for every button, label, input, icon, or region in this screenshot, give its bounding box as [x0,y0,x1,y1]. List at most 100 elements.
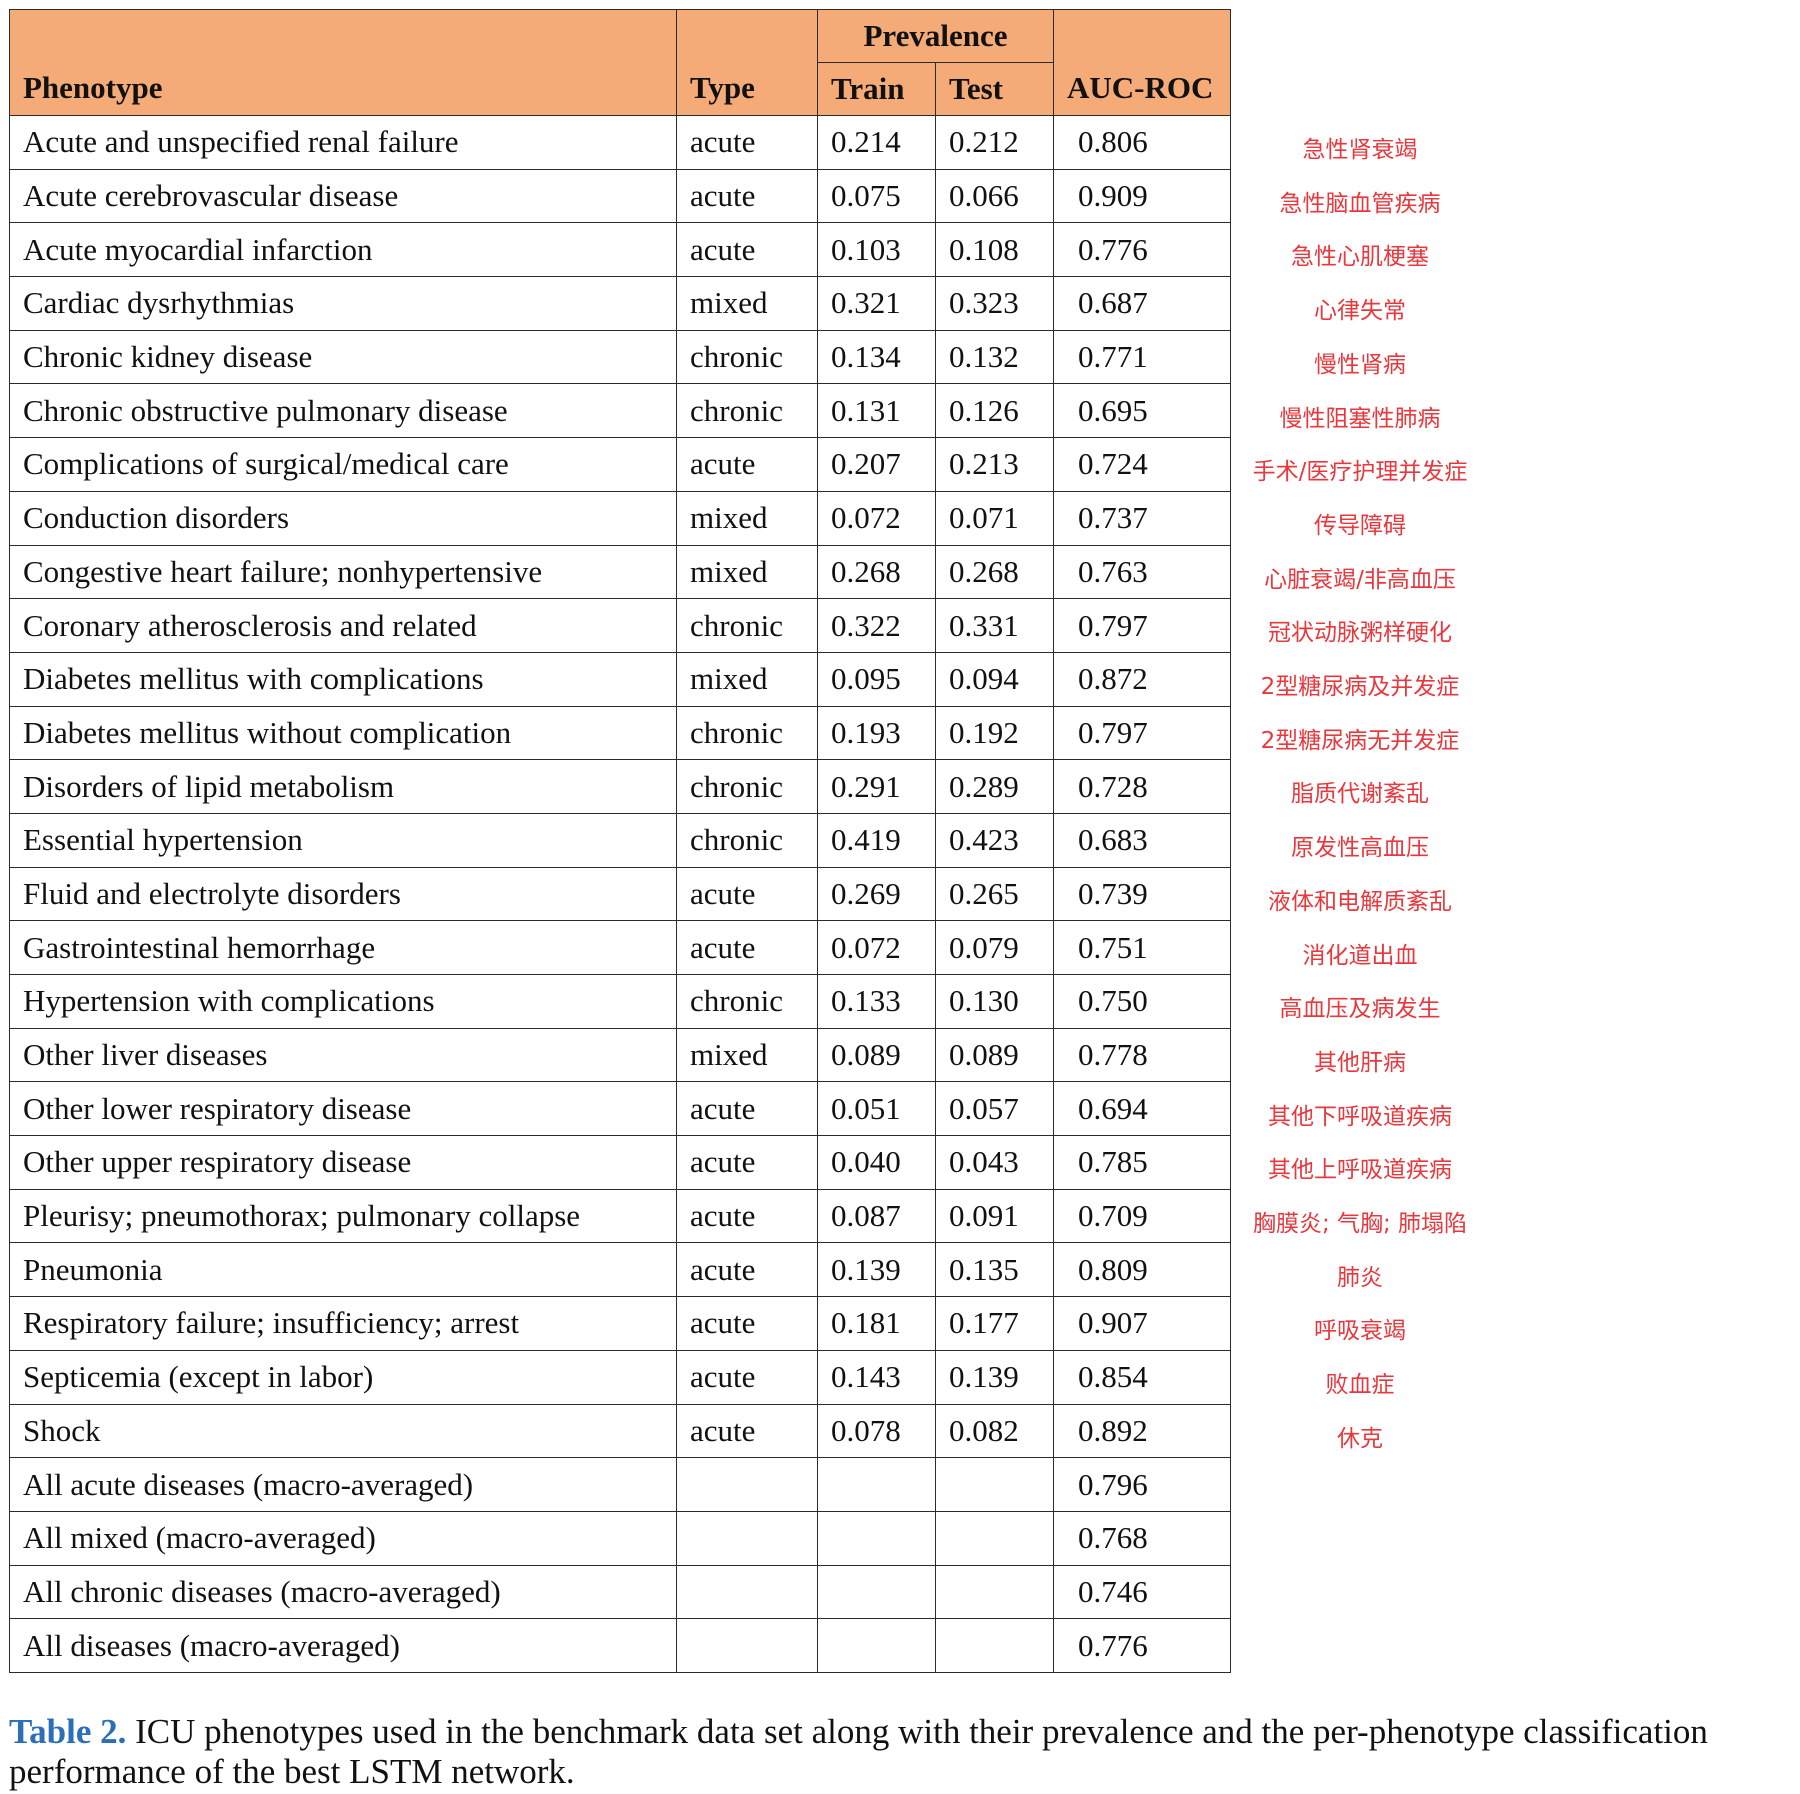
cell-test: 0.071 [935,490,1054,546]
table-row: Complications of surgical/medical care ac… [9,437,1231,492]
table-row: Septicemia (except in labor) acute 0.143 0.… [9,1349,1231,1405]
cell-type: acute [676,222,818,278]
cell-type: acute [676,1403,818,1459]
chinese-annotation: 肺炎 [1337,1264,1383,1291]
cell-test: 0.126 [935,383,1054,439]
cell-auc: 0.854 [1053,1349,1231,1405]
cell-test: 0.323 [935,276,1054,331]
cell-auc: 0.750 [1053,974,1231,1029]
chinese-annotation: 急性心肌梗塞 [1291,244,1429,271]
cell-test: 0.082 [935,1403,1054,1459]
table-row: Hypertension with complications chronic 0.… [9,974,1231,1029]
chinese-annotation: 败血症 [1325,1372,1395,1399]
cell-auc: 0.797 [1053,598,1231,653]
chinese-annotation: 液体和电解质紊乱 [1268,888,1452,915]
table-row: Acute and unspecified renal failure acute… [9,115,1231,170]
cell-phenotype: Diabetes mellitus with complications [9,651,677,707]
chinese-annotation: 慢性肾病 [1314,351,1406,378]
chinese-annotation: 急性肾衰竭 [1302,137,1418,163]
cell-train: 0.089 [817,1027,936,1083]
cell-test: 0.079 [935,920,1054,975]
table-row: Gastrointestinal hemorrhage acute 0.072 0.0… [9,920,1231,975]
cell-phenotype: Other lower respiratory disease [9,1081,677,1137]
cell-train: 0.095 [817,651,936,707]
cell-phenotype: Coronary atherosclerosis and related [9,598,677,653]
cell-type: acute [676,1188,818,1244]
chinese-annotation: 心律失常 [1314,298,1406,325]
cell-type: chronic [676,598,818,653]
cell-type: acute [676,1135,818,1190]
cell-auc: 0.872 [1053,651,1231,707]
cell-phenotype: Disorders of lipid metabolism [9,759,677,814]
cell-type: mixed [676,651,818,707]
cell-phenotype: Respiratory failure; insufficiency; arre… [9,1296,677,1351]
cell-auc: 0.771 [1053,329,1231,385]
cell-test: 0.057 [935,1081,1054,1137]
chinese-annotation: 心脏衰竭/非高血压 [1264,566,1456,593]
cell-type: mixed [676,1027,818,1083]
header-auc-roc: AUC-ROC [1053,9,1231,116]
cell-train: 0.051 [817,1081,936,1137]
cell-train: 0.269 [817,866,936,922]
cell-type: acute [676,866,818,922]
phenotype-table-container: Phenotype Type Prevalence AUC-ROC Train … [9,9,1231,1673]
cell-test: 0.108 [935,222,1054,278]
header-phenotype: Phenotype [9,9,677,116]
cell-auc: 0.797 [1053,705,1231,761]
cell-test [935,1457,1054,1512]
table-row: Congestive heart failure; nonhypertensiv… [9,544,1231,600]
chinese-annotation: 冠状动脉粥样硬化 [1268,620,1452,647]
cell-phenotype: Pneumonia [9,1242,677,1298]
cell-train: 0.419 [817,812,936,868]
cell-train: 0.040 [817,1135,936,1190]
cell-auc: 0.776 [1053,222,1231,278]
cell-auc: 0.768 [1053,1510,1231,1566]
cell-train: 0.268 [817,544,936,600]
cell-test: 0.091 [935,1188,1054,1244]
cell-train [817,1510,936,1566]
cell-phenotype: Conduction disorders [9,490,677,546]
cell-train: 0.087 [817,1188,936,1244]
table-row: Acute cerebrovascular disease acute 0.075 0… [9,168,1231,224]
chinese-annotation: 急性脑血管疾病 [1279,190,1441,217]
cell-train: 0.072 [817,920,936,975]
table-row: Other liver diseases mixed 0.089 0.089 0.778 [9,1027,1231,1083]
cell-test [935,1564,1054,1620]
table-row: All acute diseases (macro-averaged) 0.796 [9,1457,1231,1512]
cell-train: 0.072 [817,490,936,546]
table-row: Acute myocardial infarction acute 0.103 0.1… [9,222,1231,278]
cell-test: 0.213 [935,437,1054,492]
cell-phenotype: Essential hypertension [9,812,677,868]
table-row: Chronic kidney disease chronic 0.134 0.132 0… [9,329,1231,385]
table-row: Pleurisy; pneumothorax; pulmonary collap… [9,1188,1231,1244]
cell-train: 0.103 [817,222,936,278]
chinese-annotation: 胸膜炎; 气胸; 肺塌陷 [1252,1211,1468,1237]
header-type: Type [676,9,818,116]
cell-train: 0.075 [817,168,936,224]
cell-type: acute [676,1349,818,1405]
cell-type: mixed [676,276,818,331]
chinese-annotation: 传导障碍 [1314,512,1406,539]
cell-phenotype: Gastrointestinal hemorrhage [9,920,677,975]
chinese-annotation: 2型糖尿病无并发症 [1260,727,1460,754]
cell-type [676,1564,818,1620]
cell-phenotype: Diabetes mellitus without complication [9,705,677,761]
chinese-annotation: 慢性阻塞性肺病 [1279,405,1441,432]
cell-auc: 0.724 [1053,437,1231,492]
cell-test: 0.094 [935,651,1054,707]
cell-phenotype: Fluid and electrolyte disorders [9,866,677,922]
chinese-annotation: 手术/医疗护理并发症 [1252,459,1468,486]
cell-auc: 0.785 [1053,1135,1231,1190]
cell-auc: 0.709 [1053,1188,1231,1244]
cell-phenotype: All mixed (macro-averaged) [9,1510,677,1566]
cell-train [817,1564,936,1620]
table-row: Fluid and electrolyte disorders acute 0.26… [9,866,1231,922]
cell-test: 0.066 [935,168,1054,224]
cell-auc: 0.687 [1053,276,1231,331]
cell-test [935,1618,1054,1673]
chinese-annotation: 其他肝病 [1314,1049,1406,1076]
cell-test: 0.130 [935,974,1054,1029]
cell-train: 0.134 [817,329,936,385]
table-row: Disorders of lipid metabolism chronic 0.29… [9,759,1231,814]
chinese-annotation: 呼吸衰竭 [1314,1318,1406,1345]
